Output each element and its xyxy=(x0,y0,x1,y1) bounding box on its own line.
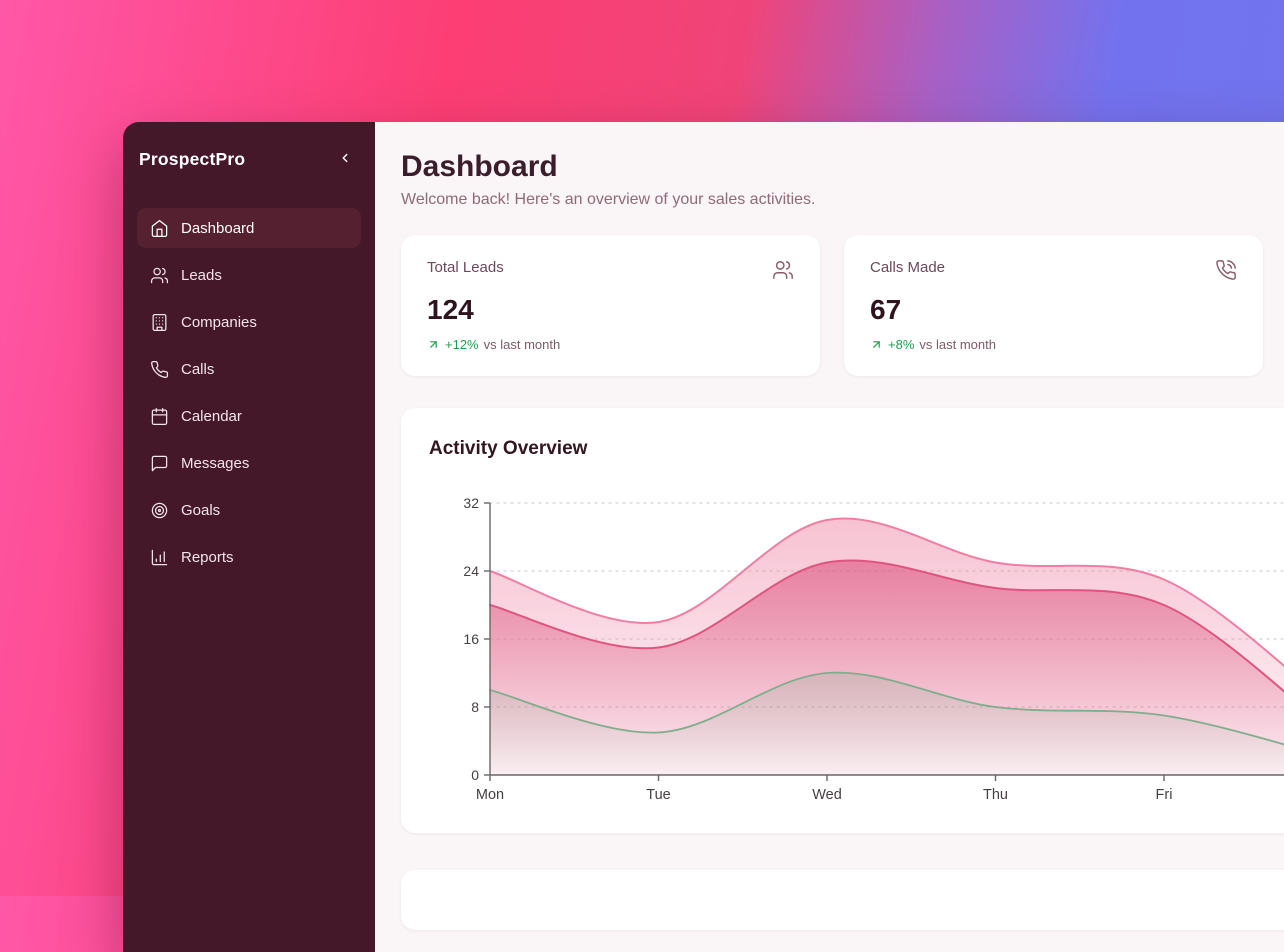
trend-text: vs last month xyxy=(483,337,561,352)
stat-card-top: Total Leads xyxy=(427,259,794,286)
calendar-icon xyxy=(149,406,169,426)
target-icon xyxy=(149,500,169,520)
stat-label: Calls Made xyxy=(870,259,946,276)
svg-text:16: 16 xyxy=(463,631,479,647)
stat-card-calls-made: Calls Made 67 +8% vs last month xyxy=(844,235,1263,376)
page-title: Dashboard xyxy=(401,150,558,183)
sidebar-item-goals[interactable]: Goals xyxy=(137,490,361,530)
chart-column-icon xyxy=(149,547,169,567)
sidebar-header: ProspectPro xyxy=(137,147,361,171)
sidebar-item-calendar[interactable]: Calendar xyxy=(137,396,361,436)
chevron-left-icon xyxy=(338,151,352,168)
arrow-up-right-icon xyxy=(427,338,440,351)
svg-text:Tue: Tue xyxy=(646,787,670,803)
stat-card-total-leads: Total Leads 124 +12% vs last month xyxy=(401,235,820,376)
svg-text:24: 24 xyxy=(463,563,479,579)
svg-text:Thu: Thu xyxy=(983,787,1008,803)
sidebar-item-label: Goals xyxy=(181,501,221,519)
phone-call-icon xyxy=(1215,259,1237,286)
trend-value: +12% xyxy=(445,337,479,352)
svg-text:Mon: Mon xyxy=(476,787,504,803)
stat-trend: +12% vs last month xyxy=(427,337,794,352)
svg-text:32: 32 xyxy=(463,495,479,511)
svg-text:Fri: Fri xyxy=(1156,787,1173,803)
sidebar-item-label: Calls xyxy=(181,360,215,378)
svg-text:8: 8 xyxy=(471,699,479,715)
app-window: ProspectPro Dashboard Leads Companies Calls… xyxy=(123,122,1284,952)
sidebar-item-label: Leads xyxy=(181,266,222,284)
svg-text:Wed: Wed xyxy=(812,787,842,803)
home-icon xyxy=(149,218,169,238)
building-icon xyxy=(149,312,169,332)
sidebar-item-label: Messages xyxy=(181,454,250,472)
sidebar-item-calls[interactable]: Calls xyxy=(137,349,361,389)
stat-value: 67 xyxy=(870,294,902,325)
app-brand: ProspectPro xyxy=(139,148,246,169)
users-icon xyxy=(149,265,169,285)
sidebar-item-label: Dashboard xyxy=(181,219,255,237)
activity-overview-chart: 0 8 16 24 32 Mon Tue Wed Thu Fri xyxy=(463,495,1284,803)
page-subtitle: Welcome back! Here's an overview of your… xyxy=(401,191,816,208)
sidebar-item-label: Calendar xyxy=(181,407,242,425)
sidebar-item-dashboard[interactable]: Dashboard xyxy=(137,208,361,248)
sidebar-nav: Dashboard Leads Companies Calls Calendar Mess… xyxy=(137,208,361,577)
stats-row: Total Leads 124 +12% vs last month Calls Mad… xyxy=(401,235,1284,376)
message-square-icon xyxy=(149,453,169,473)
sidebar-item-label: Companies xyxy=(181,313,257,331)
stat-trend: +8% vs last month xyxy=(870,337,1237,352)
sidebar-item-messages[interactable]: Messages xyxy=(137,443,361,483)
sidebar-collapse-button[interactable] xyxy=(333,147,357,171)
sidebar: ProspectPro Dashboard Leads Companies Calls… xyxy=(123,122,375,952)
main-content: Dashboard Welcome back! Here's an overvi… xyxy=(375,122,1284,952)
trend-value: +8% xyxy=(888,337,915,352)
stat-card-top: Calls Made xyxy=(870,259,1237,286)
stat-value: 124 xyxy=(427,294,474,325)
sidebar-item-reports[interactable]: Reports xyxy=(137,537,361,577)
users-icon xyxy=(772,259,794,286)
chart-title: Activity Overview xyxy=(429,438,588,459)
sidebar-item-companies[interactable]: Companies xyxy=(137,302,361,342)
sidebar-item-leads[interactable]: Leads xyxy=(137,255,361,295)
trend-text: vs last month xyxy=(919,337,996,352)
arrow-up-right-icon xyxy=(870,338,883,351)
activity-overview-card: Activity Overview 0 8 16 24 32 Mon Tue Wed Thu Fr… xyxy=(401,408,1284,833)
sidebar-item-label: Reports xyxy=(181,548,234,566)
stat-label: Total Leads xyxy=(427,259,504,276)
phone-icon xyxy=(149,359,169,379)
svg-text:0: 0 xyxy=(471,767,479,783)
partial-bottom-card xyxy=(401,870,1284,930)
